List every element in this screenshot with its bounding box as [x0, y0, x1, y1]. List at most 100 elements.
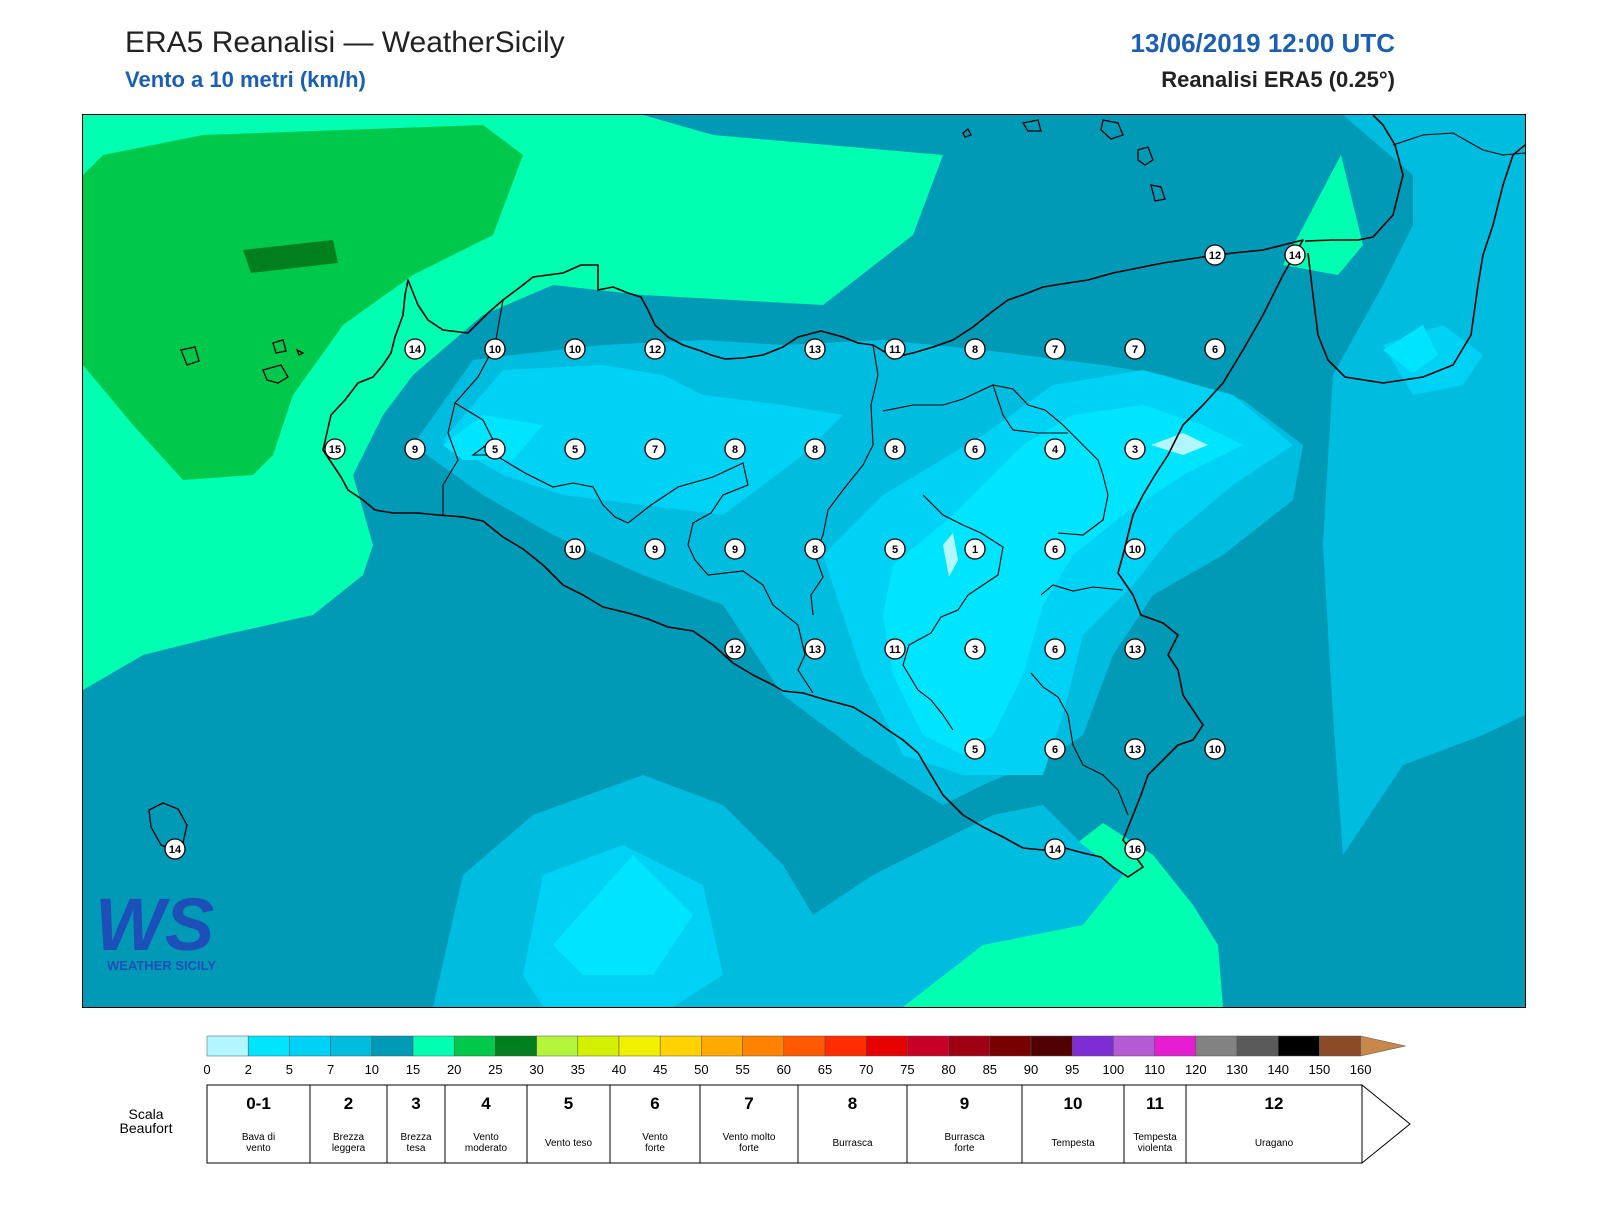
station-value: 4: [1052, 444, 1059, 456]
colorbar-segment: [206, 1035, 249, 1057]
station-value: 6: [1212, 344, 1218, 356]
station-marker: 7: [1124, 338, 1146, 360]
colorbar-tick-label: 130: [1226, 1062, 1248, 1077]
station-marker: 10: [564, 538, 586, 560]
station-marker: 3: [964, 638, 986, 660]
station-marker: 6: [1044, 638, 1066, 660]
colorbar-segment: [289, 1035, 331, 1057]
province-borders: [442, 299, 1129, 816]
station-circle: [724, 638, 746, 660]
colorbar-segment: [618, 1035, 661, 1057]
colorbar-segment: [577, 1035, 620, 1057]
beaufort-title-line1: Scala: [128, 1106, 163, 1122]
colorbar-segment: [536, 1035, 579, 1057]
station-marker: 3: [1124, 438, 1146, 460]
station-marker: 6: [1044, 538, 1066, 560]
beaufort-label: Tempesta: [1133, 1132, 1177, 1143]
station-value: 8: [972, 344, 978, 356]
colorbar-tick-label: 95: [1065, 1062, 1079, 1077]
station-circle: [1124, 738, 1146, 760]
station-marker: 9: [644, 538, 666, 560]
station-marker: 6: [1204, 338, 1226, 360]
station-circle: [804, 338, 826, 360]
colorbar-tick-label: 60: [777, 1062, 791, 1077]
station-value: 7: [1132, 344, 1138, 356]
field-15-20-northeast: [1283, 155, 1363, 275]
station-marker: 12: [644, 338, 666, 360]
station-marker: 14: [1284, 244, 1306, 266]
map-title: ERA5 Reanalisi — WeatherSicily: [125, 26, 565, 59]
beaufort-number: 6: [650, 1094, 659, 1113]
station-value: 14: [1049, 844, 1062, 856]
colorbar-segment: [948, 1035, 991, 1057]
beaufort-arrow: [1361, 1083, 1411, 1165]
colorbar-tick-label: 25: [488, 1062, 502, 1077]
station-circle: [884, 438, 906, 460]
station-value: 12: [729, 644, 741, 656]
legend: 0 2 5 7 10 15 20 25 30 35 40 45 50 55 60 65 70 75 80 85 90 95…: [0, 1030, 1600, 1205]
colorbar-segment: [659, 1035, 702, 1057]
beaufort-cell-box: [1021, 1084, 1125, 1164]
station-marker: 13: [1124, 738, 1146, 760]
field-20-25-northwest: [83, 125, 523, 480]
station-circle: [644, 538, 666, 560]
station-circle: [564, 538, 586, 560]
beaufort-cell-box: [609, 1084, 701, 1164]
field-2-5-south: [553, 855, 693, 975]
station-marker: 6: [964, 438, 986, 460]
station-marker: 6: [1044, 738, 1066, 760]
beaufort-label: Tempesta: [1051, 1138, 1095, 1149]
beaufort-label: forte: [739, 1143, 759, 1154]
station-value: 15: [329, 444, 341, 456]
field-2-5-west: [443, 415, 543, 460]
colorbar-tick-label: 5: [286, 1062, 293, 1077]
station-marker: 8: [724, 438, 746, 460]
beaufort-label: forte: [954, 1143, 974, 1154]
station-circle: [1124, 838, 1146, 860]
station-value: 8: [892, 444, 898, 456]
beaufort-cell-box: [906, 1084, 1023, 1164]
colorbar-segment: [1154, 1035, 1197, 1057]
station-circle: [1044, 538, 1066, 560]
beaufort-label: moderato: [465, 1143, 508, 1154]
colorbar-tick-label: 40: [612, 1062, 626, 1077]
colorbar-segment: [1319, 1035, 1361, 1057]
logo-text: WEATHER SICILY: [107, 958, 216, 973]
field-0-2-east: [1151, 433, 1208, 455]
beaufort-number: 12: [1265, 1094, 1284, 1113]
station-marker: 1: [964, 538, 986, 560]
station-circle: [1044, 638, 1066, 660]
colorbar-segment: [330, 1035, 373, 1057]
station-marker: 7: [1044, 338, 1066, 360]
station-marker: 10: [1124, 538, 1146, 560]
station-value: 13: [1129, 644, 1141, 656]
colorbar-tick-label: 100: [1103, 1062, 1125, 1077]
data-source: Reanalisi ERA5 (0.25°): [1161, 67, 1395, 92]
station-value: 6: [972, 444, 978, 456]
beaufort-number: 9: [960, 1094, 969, 1113]
beaufort-label: Uragano: [1255, 1138, 1294, 1149]
colorbar-tick-label: 70: [859, 1062, 873, 1077]
station-circle: [964, 638, 986, 660]
field-25-30-patch: [243, 240, 338, 273]
station-marker: 8: [964, 338, 986, 360]
station-marker: 14: [404, 338, 426, 360]
beaufort-label: leggera: [332, 1143, 366, 1154]
colorbar-segment: [907, 1035, 949, 1057]
colorbar-tick-label: 7: [327, 1062, 334, 1077]
station-value: 11: [889, 644, 901, 656]
station-circle: [724, 538, 746, 560]
station-circle: [964, 338, 986, 360]
colorbar-segment: [247, 1035, 290, 1057]
colorbar-tick-label: 2: [245, 1062, 252, 1077]
colorbar-segment: [1071, 1035, 1114, 1057]
station-marker: 10: [1204, 738, 1226, 760]
station-circle: [404, 338, 426, 360]
station-circle: [1044, 338, 1066, 360]
aeolian-islands: [962, 119, 1166, 202]
station-marker: 13: [804, 638, 826, 660]
beaufort-label: violenta: [1138, 1143, 1173, 1154]
